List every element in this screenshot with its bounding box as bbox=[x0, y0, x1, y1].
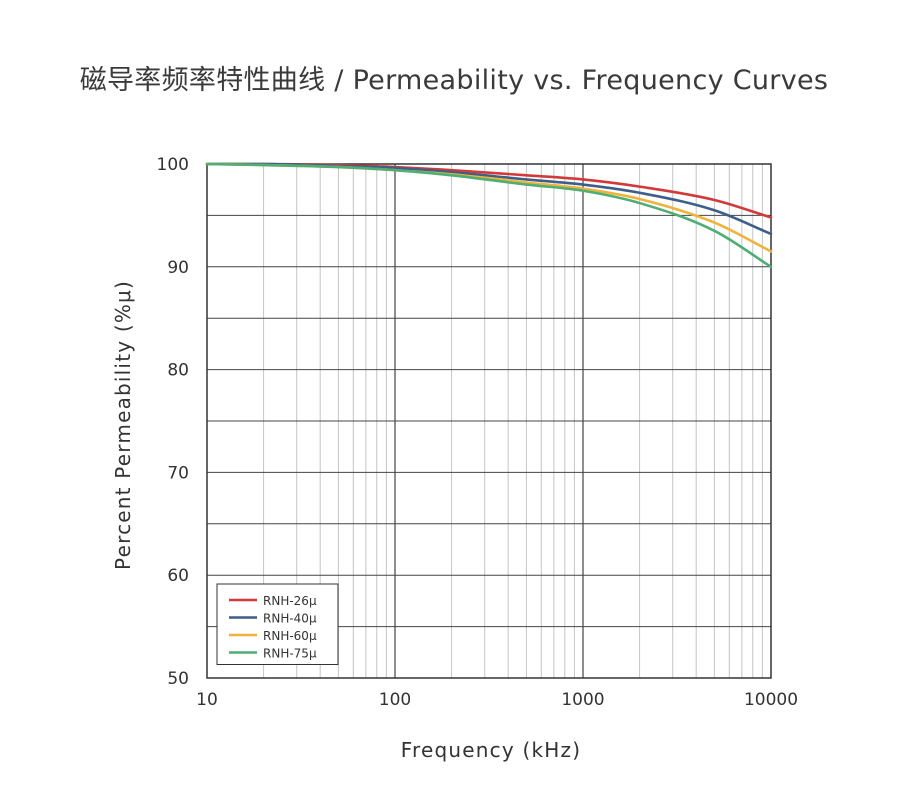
y-tick-label: 90 bbox=[167, 258, 189, 278]
y-tick-label: 80 bbox=[167, 361, 189, 381]
legend-label: RNH-40μ bbox=[263, 612, 317, 626]
y-tick-label: 100 bbox=[157, 155, 189, 175]
legend: RNH-26μ RNH-40μ RNH-60μ RNH-75μ bbox=[216, 583, 339, 665]
series-lines bbox=[205, 162, 773, 269]
x-tick-label: 1000 bbox=[561, 690, 604, 710]
y-tick-label: 50 bbox=[167, 669, 189, 689]
series-line-rnh-60 bbox=[205, 162, 773, 253]
series-line-rnh-75 bbox=[205, 162, 773, 269]
legend-label: RNH-60μ bbox=[263, 629, 317, 643]
x-axis-title: Frequency (kHz) bbox=[401, 738, 581, 762]
chart-title: 磁导率频率特性曲线 / Permeability vs. Frequency C… bbox=[79, 65, 829, 96]
tick-labels: 10 100 1000 10000 50 60 70 80 90 100 bbox=[157, 155, 799, 710]
plot-border bbox=[206, 163, 772, 679]
y-tick-label: 60 bbox=[167, 566, 189, 586]
x-tick-label: 100 bbox=[379, 690, 411, 710]
plot-frame bbox=[206, 163, 772, 679]
series-line-rnh-26 bbox=[205, 162, 773, 219]
legend-label: RNH-26μ bbox=[263, 594, 317, 608]
legend-box bbox=[216, 583, 339, 665]
series-line-rnh-40 bbox=[205, 162, 773, 236]
y-axis-title: Percent Permeability (%μ) bbox=[111, 280, 135, 570]
y-tick-label: 70 bbox=[167, 463, 189, 483]
x-tick-label: 10 bbox=[196, 690, 218, 710]
x-tick-label: 10000 bbox=[744, 690, 798, 710]
legend-label: RNH-75μ bbox=[263, 647, 317, 661]
